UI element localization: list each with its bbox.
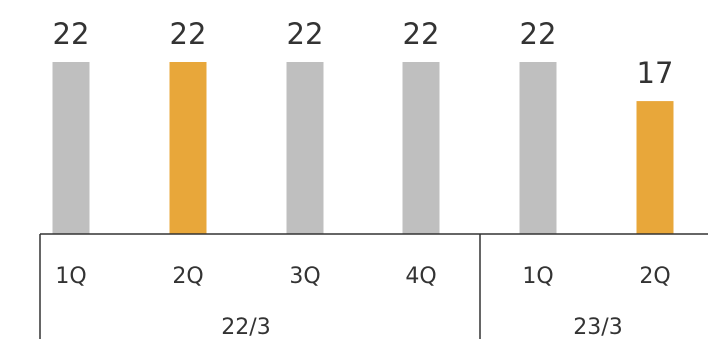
data-label-2: 22 xyxy=(170,17,207,51)
category-label-3: 3Q xyxy=(289,264,320,289)
bar-2 xyxy=(169,62,207,234)
category-label-4: 4Q xyxy=(405,264,436,289)
data-label-6: 17 xyxy=(637,56,674,90)
data-label-3: 22 xyxy=(287,17,324,51)
category-label-5: 1Q xyxy=(522,264,553,289)
data-label-5: 22 xyxy=(520,17,557,51)
group-label-2: 23/3 xyxy=(573,315,622,339)
bar-4 xyxy=(402,62,440,234)
bar-1 xyxy=(52,62,90,234)
bar-5 xyxy=(519,62,557,234)
group-label-1: 22/3 xyxy=(221,315,270,339)
bar-3 xyxy=(286,62,324,234)
category-label-6: 2Q xyxy=(639,264,670,289)
data-label-4: 22 xyxy=(403,17,440,51)
bar-6 xyxy=(636,101,674,234)
category-label-2: 2Q xyxy=(172,264,203,289)
data-label-1: 22 xyxy=(53,17,90,51)
category-label-1: 1Q xyxy=(55,264,86,289)
